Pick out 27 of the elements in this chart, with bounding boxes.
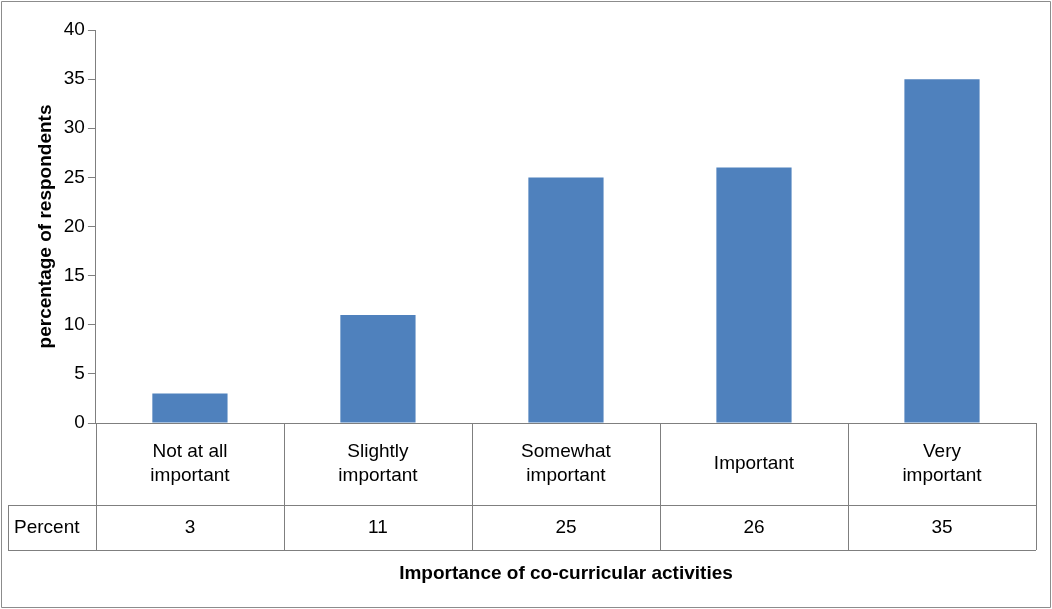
x-tick-label: Not at all important xyxy=(150,440,231,486)
data-label: 3 xyxy=(184,515,196,537)
bar xyxy=(152,393,228,423)
x-axis-title: Importance of co-curricular activities xyxy=(399,562,733,584)
y-tick-label: 0 xyxy=(74,411,85,433)
data-label: 26 xyxy=(743,515,765,537)
x-tick-label: Somewhat important xyxy=(521,440,612,486)
y-tick-label: 35 xyxy=(63,67,85,89)
x-tick-label: Important xyxy=(713,452,795,474)
data-label: 35 xyxy=(931,515,953,537)
y-tick-label: 15 xyxy=(63,263,85,285)
bar xyxy=(528,177,604,423)
data-label: 11 xyxy=(368,515,388,537)
x-tick-label: Slightly important xyxy=(338,440,419,486)
y-tick-label: 20 xyxy=(63,214,85,236)
y-tick-label: 5 xyxy=(74,362,85,384)
y-axis-title: percentage of respondents xyxy=(33,104,55,349)
data-label: 25 xyxy=(555,515,577,537)
y-tick-label: 40 xyxy=(63,18,85,40)
bar xyxy=(716,167,792,423)
text: Percent xyxy=(14,515,81,537)
x-tick-label: Very important xyxy=(902,440,983,486)
bar xyxy=(904,79,980,423)
y-tick-label: 25 xyxy=(63,165,85,187)
bar xyxy=(340,314,416,423)
y-tick-label: 30 xyxy=(63,116,85,138)
y-tick-label: 10 xyxy=(63,312,85,334)
